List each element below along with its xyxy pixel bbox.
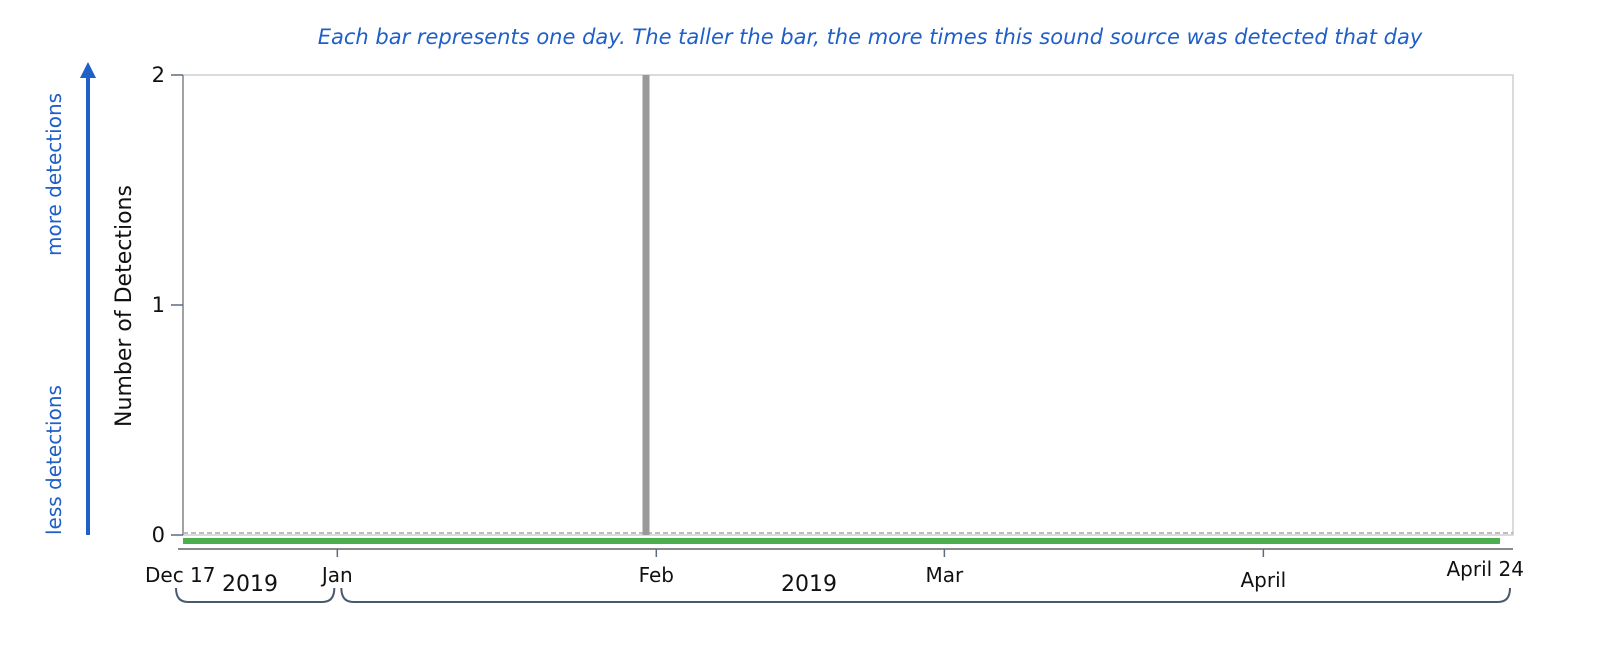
plot-area	[182, 74, 1514, 536]
y-tick-label: 2	[152, 63, 165, 87]
y-tick-label: 0	[152, 523, 165, 547]
baseline-strip	[183, 538, 1500, 544]
more-detections-label: more detections	[42, 93, 66, 256]
x-tick-label: Jan	[320, 563, 353, 587]
bar	[642, 75, 650, 535]
year-label: 2019	[222, 572, 278, 597]
chart-marks	[183, 75, 1513, 544]
less-detections-label: less detections	[42, 385, 66, 535]
x-tick-label: April 24	[1446, 557, 1524, 581]
year-brackets: 2019 2019	[175, 572, 1511, 603]
year-label: 2019	[781, 572, 837, 597]
year-bracket	[340, 587, 1511, 603]
year-bracket	[175, 587, 336, 603]
x-tick-label: Mar	[926, 563, 965, 587]
x-tick-label: Feb	[639, 563, 674, 587]
x-tick-label: Dec 17	[145, 563, 216, 587]
y-tick-label: 1	[152, 293, 165, 317]
y-axis-title: Number of Detections	[112, 185, 137, 427]
y-axis: 0 1 2	[152, 63, 184, 547]
x-axis: Dec 17 Jan Feb Mar April April 24	[145, 548, 1524, 592]
chart-caption: Each bar represents one day. The taller …	[318, 25, 1423, 49]
x-tick-label: April	[1240, 568, 1286, 592]
